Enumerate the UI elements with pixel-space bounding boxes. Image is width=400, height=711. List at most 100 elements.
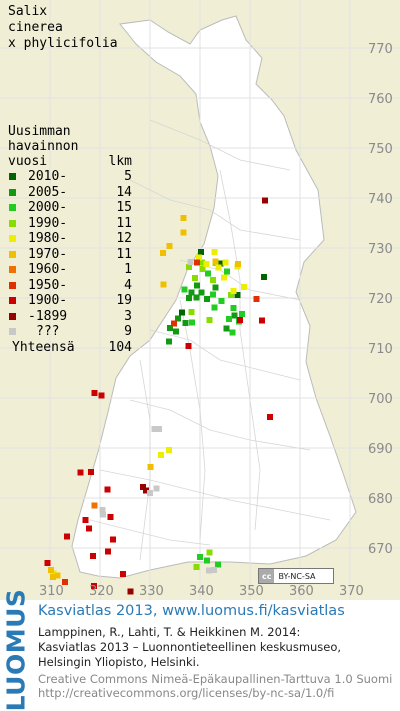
observation-marker [100, 511, 106, 518]
legend-year-label: 1950- [28, 277, 68, 293]
observation-marker [107, 514, 114, 520]
observation-marker [229, 329, 236, 336]
observation-marker [223, 325, 230, 332]
observation-marker [224, 268, 230, 275]
observation-marker [91, 502, 98, 509]
observation-marker [267, 414, 273, 420]
observation-marker [181, 286, 188, 293]
legend-swatch [9, 297, 16, 304]
northing-label: 680 [368, 492, 393, 507]
observation-marker [54, 572, 61, 579]
observation-marker [228, 292, 234, 298]
observation-marker [222, 259, 229, 266]
observation-marker [171, 320, 177, 327]
observation-marker [82, 517, 89, 523]
legend-count: 14 [116, 184, 132, 200]
observation-marker [211, 304, 218, 311]
legend-title-line2: havainnon [8, 139, 79, 154]
observation-marker [50, 574, 56, 580]
observation-marker [143, 487, 149, 494]
northing-label: 740 [368, 192, 393, 207]
observation-marker [199, 259, 205, 266]
legend-row: ??? 9 [8, 324, 132, 340]
observation-marker [259, 317, 265, 324]
legend-count: 19 [116, 293, 132, 308]
easting-label: 320 [89, 584, 114, 599]
observation-marker [44, 560, 51, 566]
observation-marker [199, 266, 206, 272]
observation-marker [166, 447, 172, 453]
observation-marker [189, 319, 195, 326]
legend-year-label: 1900- [28, 293, 68, 308]
observation-marker [166, 338, 172, 345]
observation-marker [230, 288, 237, 294]
legend-row: 1950- 4 [8, 278, 132, 294]
legend-year-label: 1990- [28, 215, 68, 231]
luomus-logo[interactable]: LUOMUS [2, 589, 31, 711]
easting-label: 330 [139, 584, 164, 599]
observation-marker [88, 469, 94, 475]
legend-col-count: lkm [108, 154, 132, 169]
northing-label: 670 [368, 542, 393, 557]
observation-marker [186, 295, 192, 301]
license-line: Creative Commons Nimeä-Epäkaupallinen-Ta… [38, 672, 393, 686]
observation-marker [147, 464, 154, 470]
legend-count: 5 [124, 169, 132, 184]
legend-count: 11 [116, 246, 132, 262]
legend-count: 9 [124, 324, 132, 339]
northing-label: 770 [368, 42, 393, 57]
observation-marker [210, 277, 216, 283]
observation-marker [48, 567, 54, 573]
legend-swatch [9, 328, 16, 335]
legend-year-label: -1899 [28, 308, 68, 324]
legend-row: 1980- 12 [8, 231, 132, 247]
legend-count: 1 [124, 262, 132, 277]
observation-marker [187, 259, 194, 265]
legend-total-row: Yhteensä 104 [8, 340, 132, 356]
observation-marker [261, 274, 267, 280]
cc-license-badge[interactable]: cc BY-NC-SA [258, 568, 334, 584]
observation-marker [194, 282, 200, 289]
legend-col-year: vuosi [8, 154, 48, 169]
legend-year-label: 1980- [28, 231, 68, 246]
legend-row: -1899 3 [8, 309, 132, 325]
species-name-hybrid: x phylicifolia [8, 36, 118, 51]
observation-marker [230, 305, 237, 311]
observation-marker [234, 292, 241, 298]
license-url[interactable]: http://creativecommons.org/licenses/by-n… [38, 686, 335, 700]
observation-marker [158, 452, 164, 458]
observation-marker [193, 294, 200, 301]
easting-label: 350 [239, 584, 264, 599]
legend-row: 1990- 11 [8, 216, 132, 232]
northing-label: 700 [368, 392, 393, 407]
observation-marker [179, 309, 185, 316]
atlas-link[interactable]: Kasviatlas 2013, www.luomus.fi/kasviatla… [38, 603, 345, 619]
observation-marker [127, 588, 134, 595]
easting-label: 340 [189, 584, 214, 599]
observation-marker [194, 259, 200, 266]
observation-marker [226, 316, 232, 322]
observation-marker [198, 289, 205, 296]
observation-marker [206, 317, 213, 323]
observation-marker [77, 469, 84, 476]
observation-marker [239, 311, 245, 317]
observation-marker [166, 243, 173, 249]
legend-row: 1970- 11 [8, 247, 132, 263]
legend-swatch [9, 281, 16, 289]
legend-total-count: 104 [108, 339, 132, 355]
northing-label: 760 [368, 92, 393, 107]
observation-marker [221, 274, 227, 281]
observation-marker [262, 197, 268, 204]
observation-marker [196, 254, 202, 261]
legend-year-label: 1960- [28, 262, 68, 277]
observation-marker [182, 320, 189, 326]
legend-row: 2000- 15 [8, 200, 132, 216]
observation-marker [241, 284, 247, 290]
legend-year-label: 2010- [28, 169, 68, 184]
observation-marker [204, 296, 210, 302]
northing-label: 730 [368, 242, 393, 257]
legend-count: 4 [124, 277, 132, 293]
legend-swatch [9, 312, 16, 320]
observation-marker [192, 275, 198, 281]
observation-marker [215, 561, 221, 568]
